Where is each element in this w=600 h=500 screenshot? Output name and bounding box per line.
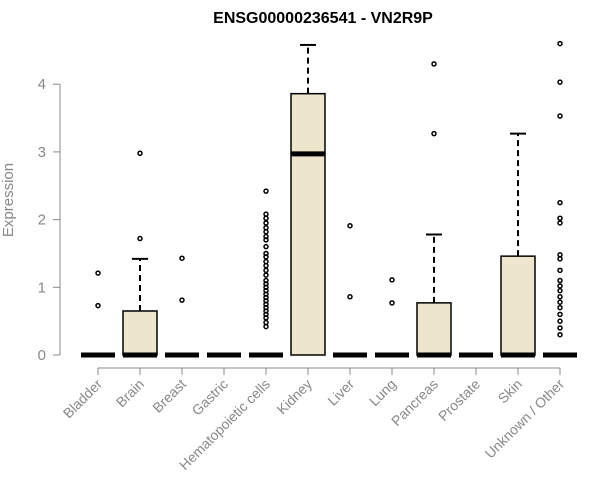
outlier-point xyxy=(263,211,269,217)
box-lung xyxy=(375,277,409,358)
y-tick-label: 2 xyxy=(38,212,46,229)
outlier-point xyxy=(263,233,269,240)
box-iqr xyxy=(122,310,158,356)
outlier-point xyxy=(263,224,269,231)
outlier-point xyxy=(557,267,563,274)
outlier-point xyxy=(179,255,185,261)
x-tick-label: Unknown / Other xyxy=(482,376,568,462)
box-iqr xyxy=(500,255,536,356)
boxes-layer xyxy=(81,40,577,358)
outlier-point xyxy=(137,150,143,157)
y-tick-label: 4 xyxy=(38,76,46,93)
box-brain xyxy=(122,150,158,358)
outlier-point xyxy=(557,199,563,206)
x-tick-label: Skin xyxy=(495,376,526,407)
outlier-point xyxy=(557,79,563,85)
outlier-point xyxy=(179,297,185,303)
box-unknown-other xyxy=(543,40,577,358)
x-tick-label: Breast xyxy=(149,376,189,416)
outlier-point xyxy=(431,61,437,67)
outlier-point xyxy=(557,311,563,318)
outlier-point xyxy=(557,220,563,226)
box-iqr xyxy=(416,302,452,356)
outlier-point xyxy=(557,318,563,324)
outlier-point xyxy=(557,304,563,311)
y-tick-label: 1 xyxy=(38,279,46,296)
outlier-point xyxy=(263,188,269,194)
x-tick-label: Brain xyxy=(113,376,147,410)
outlier-point xyxy=(347,294,353,300)
x-tick-label: Pancreas xyxy=(388,376,441,429)
outlier-point xyxy=(557,113,563,119)
outlier-point xyxy=(263,319,269,326)
chart-title: ENSG00000236541 - VN2R9P xyxy=(213,10,433,27)
outlier-point xyxy=(95,270,101,276)
box-liver xyxy=(333,222,367,358)
outlier-point xyxy=(557,325,563,331)
outlier-point xyxy=(389,277,395,283)
outlier-point xyxy=(557,331,563,338)
outlier-point xyxy=(557,283,563,289)
x-tick-label: Liver xyxy=(324,376,357,409)
outlier-point xyxy=(557,277,563,284)
outlier-point xyxy=(263,243,269,250)
outlier-point xyxy=(389,300,395,306)
box-bladder xyxy=(81,270,115,358)
x-tick-label: Lung xyxy=(366,376,399,409)
box-kidney xyxy=(290,43,326,356)
outlier-point xyxy=(263,277,269,284)
outlier-point xyxy=(95,302,101,309)
x-tick-label: Bladder xyxy=(60,376,106,422)
outlier-point xyxy=(557,294,563,300)
outlier-point xyxy=(263,272,269,278)
outlier-point xyxy=(263,267,269,274)
box-iqr xyxy=(290,92,326,356)
y-axis: 0 1 2 3 4 xyxy=(38,76,61,364)
y-tick-label: 3 xyxy=(38,144,46,161)
outlier-point xyxy=(557,215,563,221)
outlier-point xyxy=(263,220,269,226)
outlier-point xyxy=(347,222,353,229)
outlier-point xyxy=(557,299,563,305)
box-hematopoietic-cells xyxy=(249,188,283,358)
y-axis-label: Expression xyxy=(0,163,17,237)
x-tick-label: Prostate xyxy=(435,376,483,424)
outlier-point xyxy=(137,235,143,242)
outlier-point xyxy=(557,287,563,294)
box-breast xyxy=(165,255,199,358)
box-pancreas xyxy=(416,61,452,358)
x-tick-label: Kidney xyxy=(274,376,316,418)
box-skin xyxy=(500,132,536,358)
outlier-point xyxy=(557,252,563,258)
outlier-point xyxy=(263,250,269,257)
outlier-point xyxy=(263,258,269,265)
outlier-point xyxy=(431,130,437,137)
y-tick-label: 0 xyxy=(38,347,46,364)
outlier-point xyxy=(557,40,563,47)
